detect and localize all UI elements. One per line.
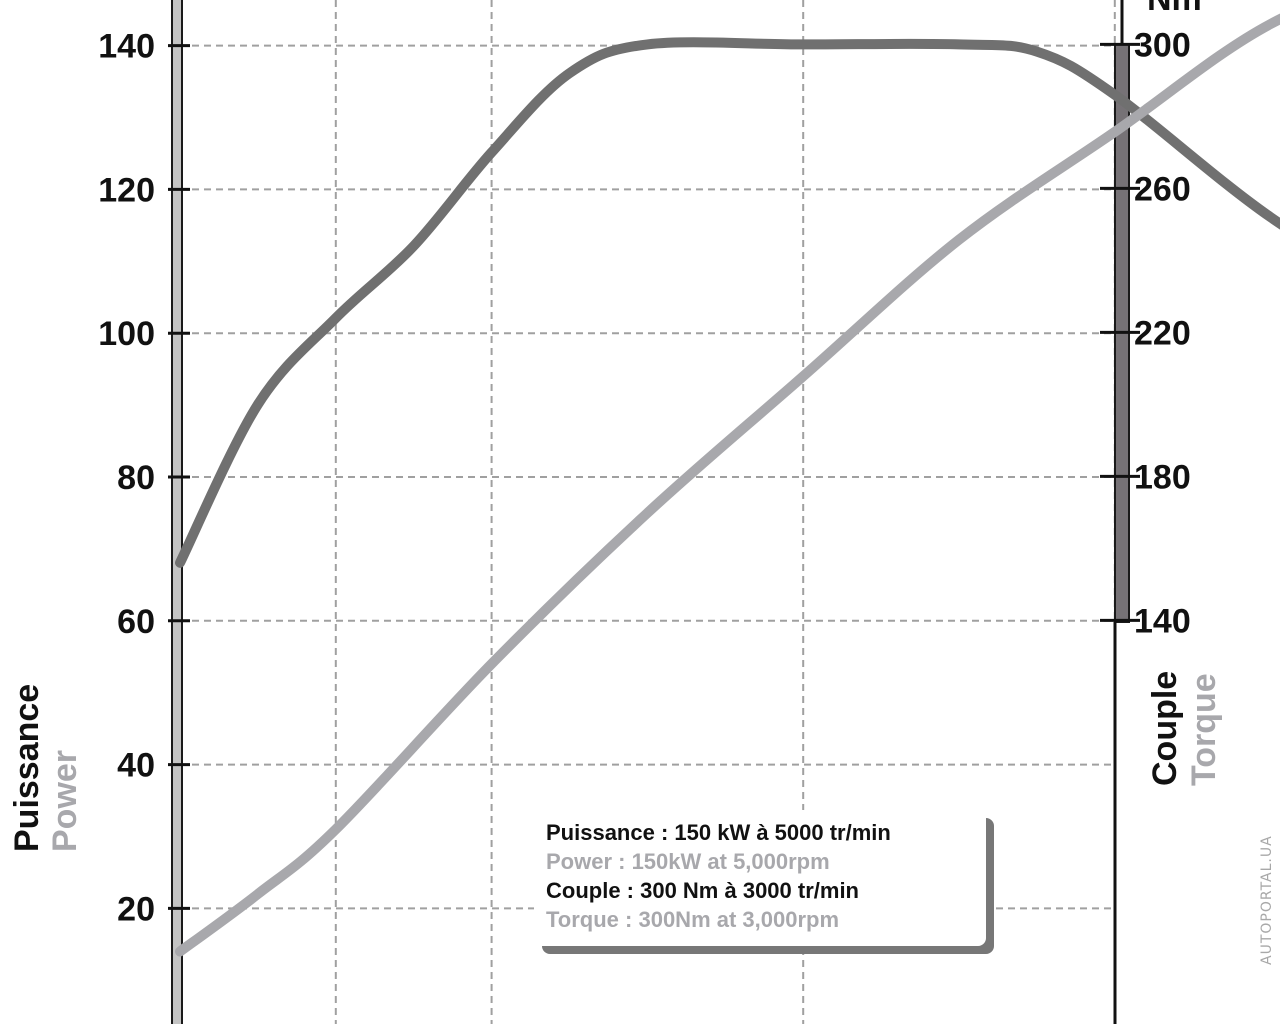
right-tick-label: 140 [1134, 602, 1191, 640]
legend-line: Torque : 300Nm at 3,000rpm [546, 907, 839, 932]
power-curve [175, 13, 1280, 957]
watermark: AUTOPORTAL.UA [1259, 835, 1275, 965]
left-tick-label: 140 [98, 28, 155, 66]
left-tick-label: 100 [98, 315, 155, 353]
right-tick-label: 300 [1134, 26, 1191, 64]
right-axis-ticks: 140 180 220 260 300 [1100, 26, 1191, 640]
left-tick-label: 80 [117, 459, 155, 497]
legend-line: Power : 150kW at 5,000rpm [546, 849, 830, 874]
legend-box [534, 810, 986, 946]
right-tick-label: 260 [1134, 170, 1191, 208]
left-axis-bar [172, 0, 182, 1024]
right-tick-label: 180 [1134, 458, 1191, 496]
left-axis-title: Puissance [8, 684, 46, 852]
right-axis-title: Couple [1146, 671, 1184, 786]
right-tick-label: 220 [1134, 314, 1191, 352]
legend-line: Puissance : 150 kW à 5000 tr/min [546, 820, 891, 845]
torque-curve [175, 37, 1280, 568]
left-axis-subtitle: Power [46, 750, 84, 852]
left-axis-ticks: 20 40 60 80 100 120 140 [98, 28, 190, 928]
right-axis-subtitle: Torque [1185, 673, 1223, 786]
right-axis-unit: Nm [1147, 0, 1202, 18]
legend-line: Couple : 300 Nm à 3000 tr/min [546, 878, 859, 903]
legend: Puissance : 150 kW à 5000 tr/min Power : … [534, 810, 994, 954]
left-tick-label: 20 [117, 890, 155, 928]
left-tick-label: 120 [98, 171, 155, 209]
left-tick-label: 60 [117, 603, 155, 641]
left-tick-label: 40 [117, 747, 155, 785]
